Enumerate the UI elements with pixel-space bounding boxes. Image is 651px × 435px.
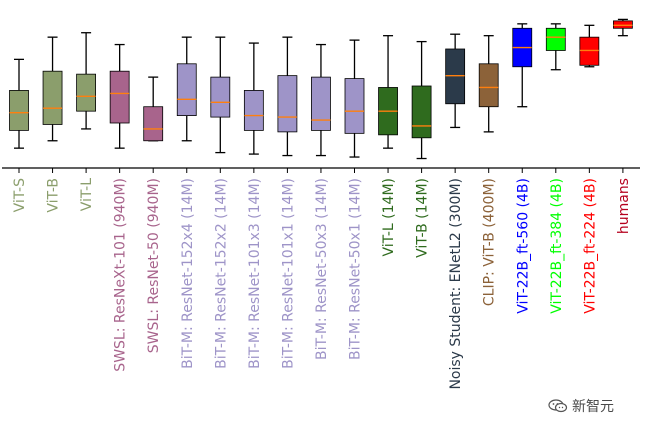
category-18-box: [613, 20, 633, 29]
category-3-box: [109, 70, 130, 124]
category-10-label: BiT-M: ResNet-50x1 (14M): [348, 178, 364, 360]
category-11-label: ViT-L (14M): [381, 178, 397, 257]
category-2-box: [76, 73, 96, 112]
category-9-label: BiT-M: ResNet-50x3 (14M): [314, 178, 330, 360]
category-4-label: SWSL: ResNet-50 (940M): [146, 178, 162, 353]
category-16-box: [545, 27, 566, 51]
category-7-box: [243, 90, 264, 131]
category-16-label: ViT-22B_ft-384 (4B): [549, 178, 565, 314]
category-14-box: [478, 63, 499, 108]
category-17-label: ViT-22B_ft-224 (4B): [582, 178, 598, 314]
category-13-label: Noisy Student: ENetL2 (300M): [448, 178, 464, 390]
category-12-box: [411, 85, 432, 139]
category-0-box: [9, 90, 29, 131]
category-4-box: [143, 106, 164, 142]
category-15-label: ViT-22B_ft-560 (4B): [515, 178, 531, 314]
category-12-label: ViT-B (14M): [415, 178, 431, 258]
watermark: 新智元: [548, 396, 614, 416]
category-13-box: [445, 48, 466, 105]
category-1-box: [42, 70, 63, 125]
category-10-box: [344, 78, 365, 134]
category-5-label: BiT-M: ResNet-152x4 (14M): [180, 178, 196, 369]
category-18-label: humans: [616, 178, 632, 234]
category-9-box: [311, 76, 331, 131]
category-8-label: BiT-M: ResNet-101x1 (14M): [280, 178, 296, 369]
category-7-label: BiT-M: ResNet-101x3 (14M): [247, 178, 263, 369]
category-3-label: SWSL: ResNeXt-101 (940M): [113, 178, 129, 372]
watermark-text: 新智元: [572, 399, 614, 415]
category-0-label: ViT-S: [12, 178, 28, 212]
category-6-box: [210, 76, 231, 118]
category-2-label: ViT-L: [79, 178, 95, 211]
category-17-box: [579, 36, 600, 66]
category-5-box: [176, 63, 197, 116]
wechat-icon: [548, 399, 568, 413]
category-14-label: CLIP: ViT-B (400M): [482, 178, 498, 306]
category-6-label: BiT-M: ResNet-152x2 (14M): [213, 178, 229, 369]
category-8-box: [277, 75, 298, 133]
category-1-label: ViT-B: [46, 178, 62, 213]
